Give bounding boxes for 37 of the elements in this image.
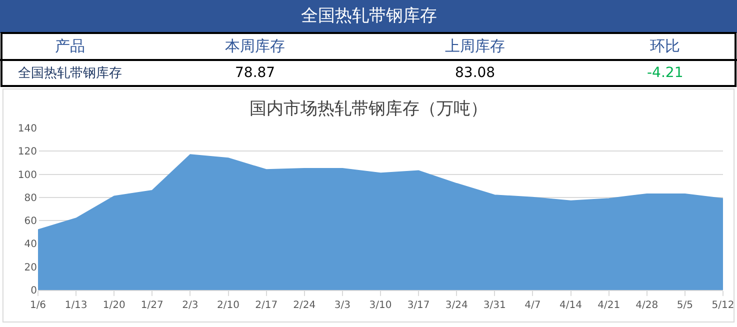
x-tick-label: 1/27 xyxy=(140,300,164,311)
y-tick-label: 20 xyxy=(24,262,37,274)
y-tick-label: 0 xyxy=(30,286,37,296)
text: 全国热轧带钢库存 xyxy=(18,66,122,81)
x-tick-label: 1/20 xyxy=(102,300,126,311)
x-tick-label: 2/3 xyxy=(182,300,198,311)
x-tick-label: 3/31 xyxy=(483,300,506,311)
text: 83.08 xyxy=(455,65,496,81)
y-tick-label: 80 xyxy=(24,192,37,204)
x-tick-label: 4/21 xyxy=(598,300,620,311)
x-tick-label: 1/13 xyxy=(64,300,88,311)
x-tick-label: 5/5 xyxy=(676,300,693,311)
x-tick-label: 3/24 xyxy=(445,300,468,311)
x-tick-label: 2/10 xyxy=(217,300,240,311)
y-tick-label: 120 xyxy=(18,146,37,158)
x-tick-label: 4/14 xyxy=(560,300,582,311)
x-tick-label: 3/3 xyxy=(334,300,350,311)
text: 上周库存 xyxy=(445,37,505,55)
x-tick-label: 3/10 xyxy=(369,300,392,311)
text: 本周库存 xyxy=(225,37,285,55)
y-tick-label: 140 xyxy=(18,124,37,134)
text: 78.87 xyxy=(235,65,276,81)
text: -4.21 xyxy=(647,65,684,81)
x-tick-label: 4/28 xyxy=(636,300,658,311)
text: 环比 xyxy=(650,37,680,55)
x-tick-label: 2/17 xyxy=(255,300,278,311)
chart-title: 国内市场热轧带钢库存（万吨） xyxy=(250,98,488,119)
y-tick-label: 100 xyxy=(18,170,37,181)
x-tick-label: 3/17 xyxy=(407,300,430,311)
x-tick-label: 1/6 xyxy=(30,300,46,311)
y-tick-label: 60 xyxy=(24,216,37,228)
x-tick-label: 2/24 xyxy=(293,300,316,311)
x-tick-label: 5/12 xyxy=(712,300,734,311)
text: 全国热轧带钢库存 xyxy=(301,6,437,26)
y-tick-label: 40 xyxy=(24,239,37,250)
text: 产品 xyxy=(55,37,85,55)
x-tick-label: 4/7 xyxy=(524,300,541,311)
